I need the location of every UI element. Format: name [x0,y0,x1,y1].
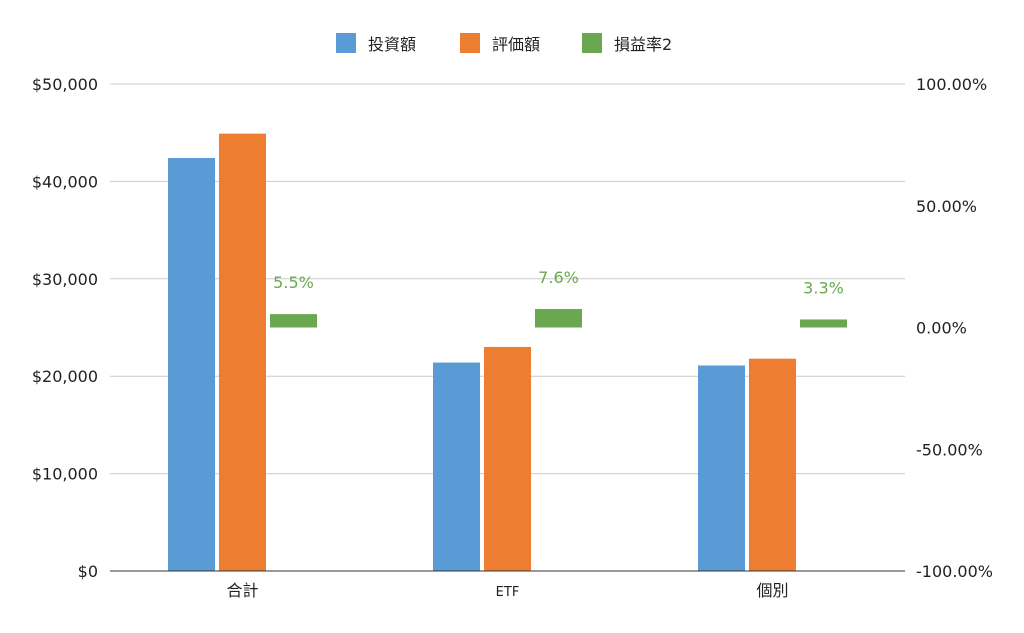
bar-投資額-個別 [698,365,745,571]
y-right-tick-label: 100.00% [916,75,987,94]
legend: 投資額 評価額 損益率2 [336,33,672,54]
y-right-tick-label: 50.00% [916,197,977,216]
legend-swatch [460,33,480,53]
x-tick-label: 個別 [756,581,788,600]
data-labels: 5.5% 7.6% 3.3% [273,268,844,297]
data-label: 5.5% [273,273,314,292]
data-label: 3.3% [803,278,844,297]
x-tick-label: ETF [496,585,520,600]
y-left-tick-label: $50,000 [32,75,98,94]
bar-投資額-合計 [168,158,215,572]
legend-swatch [582,33,602,53]
y-left-tick-label: $20,000 [32,367,98,386]
x-tick-label: 合計 [226,581,258,600]
bar-投資額-ETF [433,362,480,571]
data-label: 7.6% [538,268,579,287]
legend-swatch [336,33,356,53]
y-right-tick-label: -100.00% [916,562,993,581]
bar-評価額-合計 [219,133,266,571]
y-right-tick-label: -50.00% [916,440,983,459]
y-right-tick-label: 0.00% [916,319,967,338]
legend-label: 評価額 [492,35,540,54]
y-left-tick-label: $10,000 [32,465,98,484]
bar-損益率2-個別 [800,319,847,328]
bar-評価額-ETF [484,346,531,571]
bar-損益率2-合計 [270,314,317,328]
bar-損益率2-ETF [535,308,582,328]
axes: $0 $10,000 $20,000 $30,000 $40,000 $50,000 -10… [32,75,993,600]
y-left-tick-label: $30,000 [32,270,98,289]
legend-label: 損益率2 [614,35,672,54]
y-left-tick-label: $40,000 [32,172,98,191]
y-left-tick-label: $0 [78,562,98,581]
bars [168,133,847,572]
legend-label: 投資額 [368,35,416,54]
bar-評価額-個別 [749,358,796,571]
